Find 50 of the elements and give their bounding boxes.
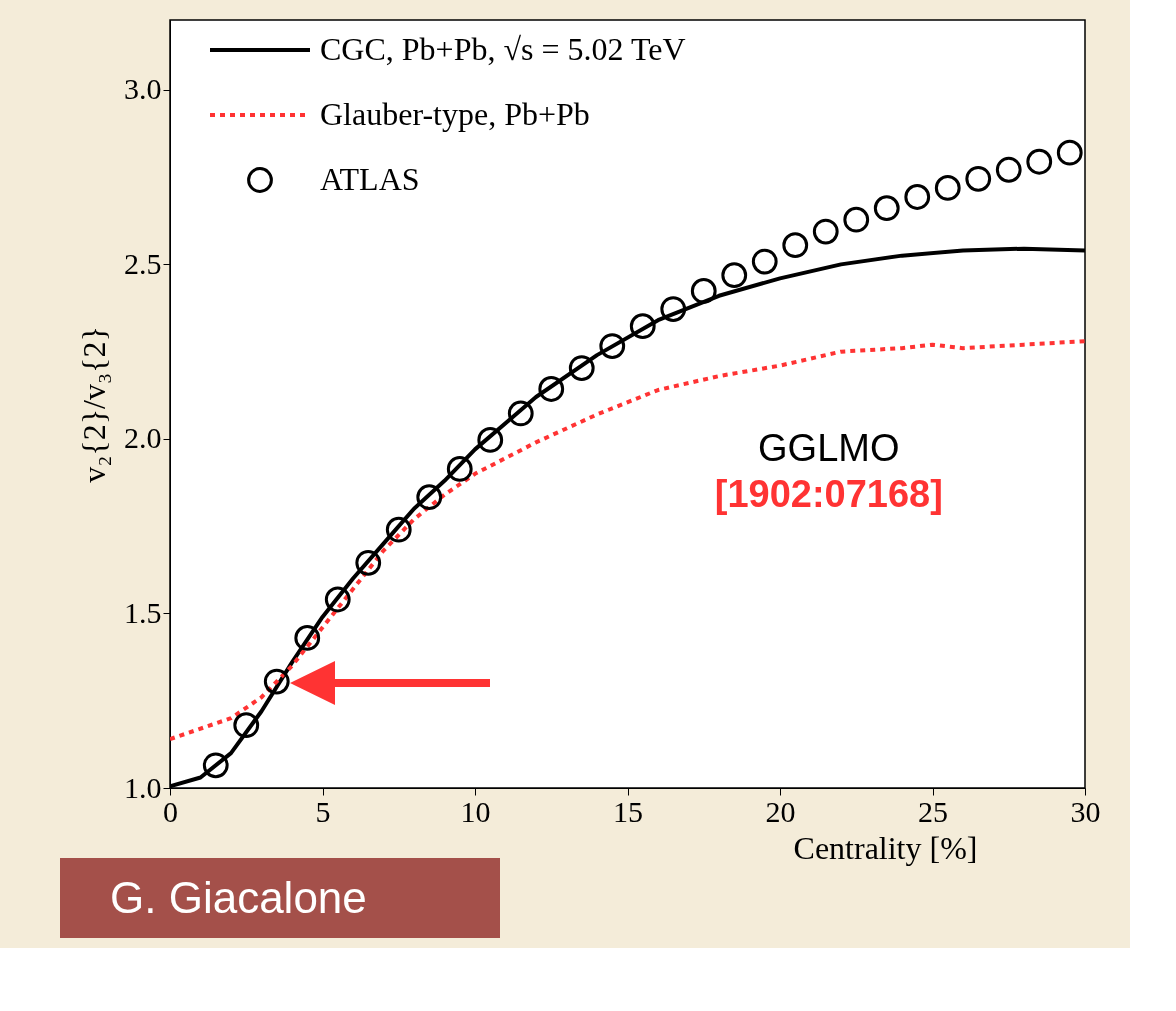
- x-tick-label: 25: [918, 794, 948, 828]
- y-tick-label: 2.0: [124, 421, 162, 455]
- point: [965, 165, 992, 192]
- point: [568, 355, 595, 381]
- x-tick-label: 0: [163, 794, 178, 828]
- point: [263, 668, 290, 695]
- point: [934, 175, 961, 201]
- point: [629, 313, 656, 340]
- y-tick-label: 2.5: [124, 246, 162, 280]
- point: [507, 400, 534, 427]
- legend-label: Glauber-type, Pb+Pb: [320, 96, 590, 132]
- point: [782, 232, 809, 259]
- point: [202, 752, 229, 779]
- x-tick-label: 30: [1070, 794, 1101, 828]
- point: [446, 456, 473, 482]
- point: [660, 296, 687, 322]
- point: [721, 262, 748, 289]
- annotation: GGLMO: [758, 427, 900, 470]
- point: [751, 248, 778, 275]
- point: [294, 625, 321, 651]
- y-tick-label: 3.0: [124, 72, 162, 106]
- x-tick-label: 15: [613, 794, 643, 828]
- point: [904, 184, 931, 210]
- point: [1026, 148, 1053, 175]
- y-axis-title: v₂{2}/v₃{2}: [76, 326, 112, 483]
- point: [385, 516, 412, 543]
- point: [233, 712, 260, 739]
- y-tick-label: 1.0: [124, 770, 162, 804]
- line-series: [170, 339, 1085, 742]
- point: [873, 195, 900, 222]
- point: [416, 484, 443, 511]
- x-tick-label: 10: [460, 794, 491, 828]
- point: [538, 376, 565, 402]
- text: G. Giacalone: [110, 873, 367, 922]
- legend-label: CGC, Pb+Pb, √s = 5.02 TeV: [320, 31, 686, 67]
- point: [995, 156, 1022, 183]
- x-tick-label: 5: [315, 794, 331, 828]
- y-tick-label: 1.5: [124, 595, 162, 629]
- point: [324, 586, 351, 613]
- legend-label: ATLAS: [320, 161, 420, 197]
- point: [812, 218, 839, 245]
- point: [1056, 139, 1083, 166]
- x-tick-label: 20: [765, 794, 796, 828]
- annotation: [1902:07168]: [714, 473, 943, 516]
- point: [843, 206, 870, 233]
- point: [355, 549, 382, 576]
- point: [477, 427, 504, 453]
- point: [599, 333, 626, 359]
- x-axis-title: Centrality [%]: [793, 829, 978, 866]
- point: [690, 278, 717, 304]
